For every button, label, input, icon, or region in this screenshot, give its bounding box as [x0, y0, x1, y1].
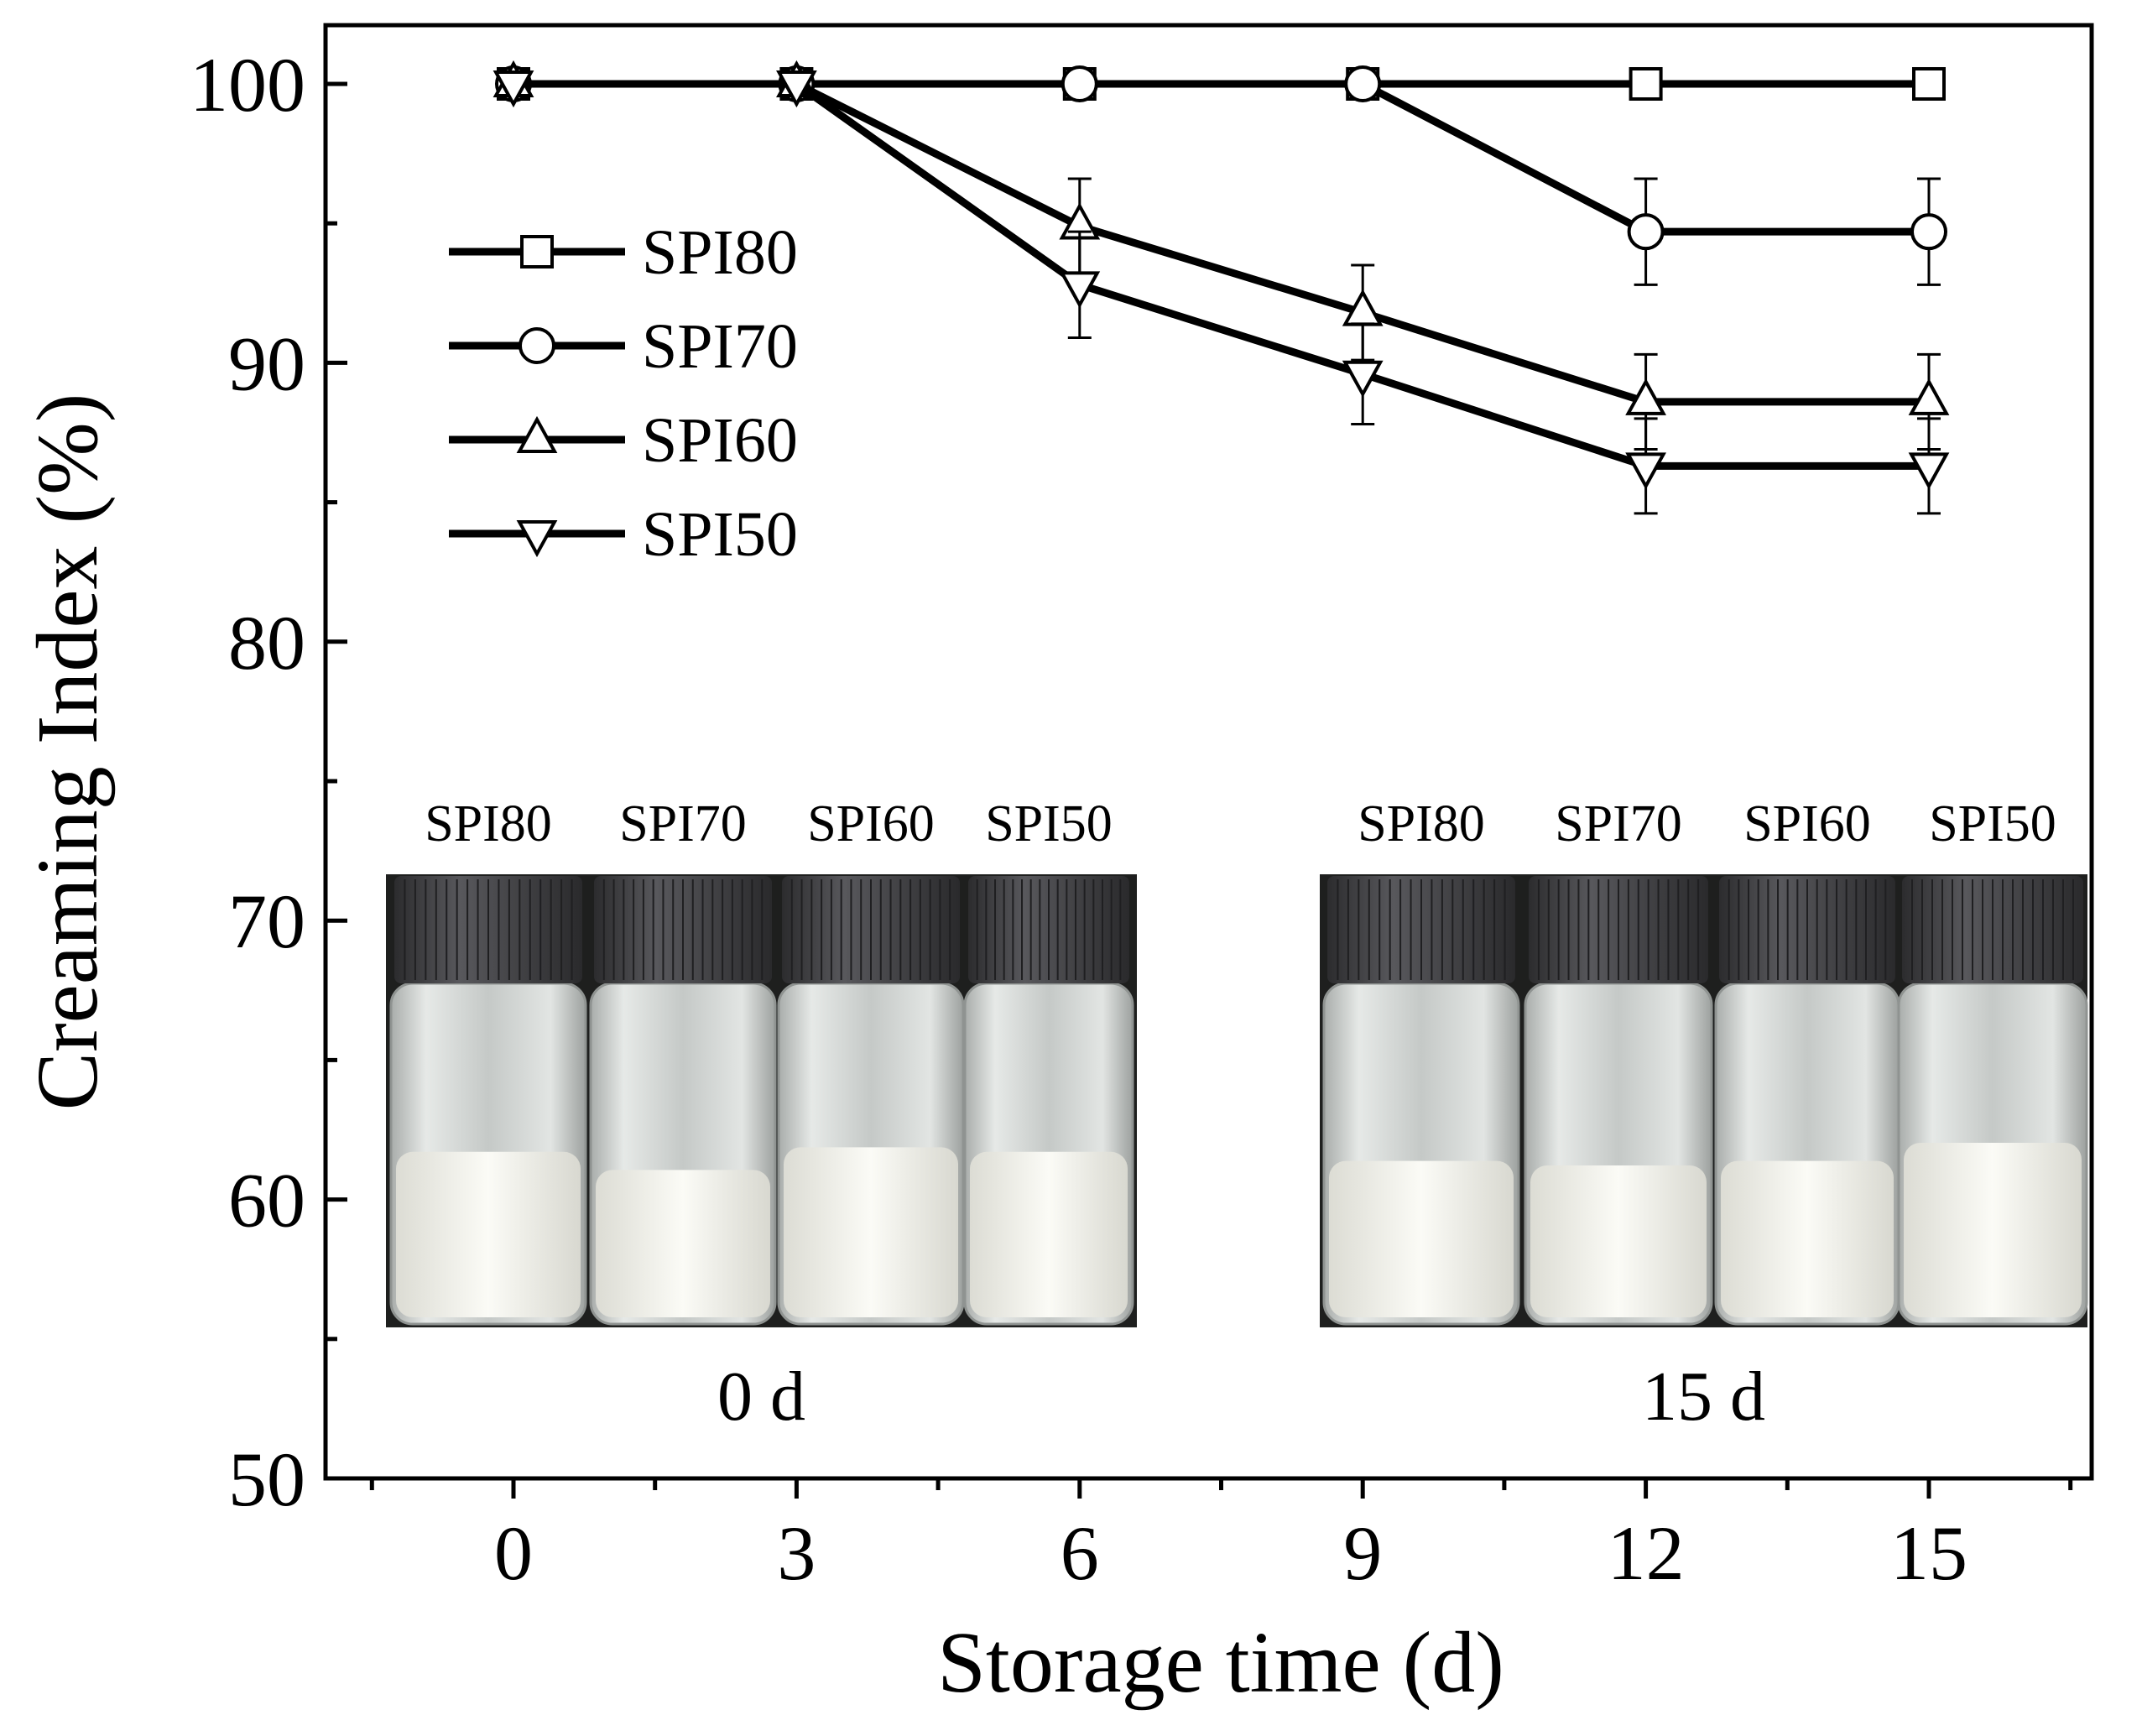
y-tick-label: 50 — [228, 1436, 305, 1522]
y-axis: 50 60 70 80 90 100 — [190, 42, 347, 1522]
legend-label: SPI50 — [642, 499, 798, 570]
x-axis: 0 3 6 9 12 15 — [369, 1478, 2073, 1596]
data-point-spi50 — [1908, 452, 1950, 490]
data-point-spi60 — [1908, 378, 1950, 415]
x-tick-label: 9 — [1343, 1510, 1382, 1596]
vial — [1524, 876, 1713, 1326]
vial-label: SPI60 — [1743, 795, 1871, 852]
emulsion-layer — [1721, 1160, 1894, 1317]
vial-label: SPI70 — [619, 795, 747, 852]
data-point-spi50 — [1625, 452, 1666, 490]
legend-marker — [520, 235, 554, 268]
legend-label: SPI70 — [642, 311, 798, 382]
data-point-spi80 — [1912, 67, 1946, 101]
photo-inset-15d: SPI80 SPI70 SPI60 SPI50 15 d — [1320, 795, 2088, 1436]
vial — [1897, 876, 2088, 1326]
legend-label: SPI60 — [642, 405, 798, 476]
x-tick-label: 3 — [777, 1510, 816, 1596]
legend-label: SPI80 — [642, 217, 798, 288]
y-tick-label: 60 — [228, 1158, 305, 1243]
emulsion-layer — [1530, 1165, 1707, 1317]
legend-marker — [519, 327, 555, 364]
inset-caption: 0 d — [717, 1358, 805, 1436]
x-tick-label: 6 — [1061, 1510, 1099, 1596]
y-tick-label: 70 — [228, 878, 305, 964]
data-point-spi50 — [776, 70, 817, 108]
series-line-spi50 — [513, 80, 1929, 470]
vial-label: SPI70 — [1555, 795, 1682, 852]
legend-item-spi60: SPI60 — [449, 405, 798, 476]
data-point-spi50 — [1059, 271, 1101, 309]
legend-item-spi80: SPI80 — [449, 217, 798, 288]
x-tick-label: 15 — [1890, 1510, 1967, 1596]
series-spi50 — [493, 70, 1950, 515]
series-line-spi70 — [513, 80, 1929, 236]
data-point-spi60 — [1625, 378, 1666, 415]
legend: SPI80 SPI70 SPI60 SPI50 — [449, 217, 798, 570]
vial — [589, 876, 777, 1326]
data-series — [493, 60, 1950, 515]
inset-caption: 15 d — [1642, 1358, 1765, 1436]
legend-marker — [516, 415, 558, 453]
data-point-spi70 — [1061, 65, 1098, 102]
vial-label: SPI80 — [1358, 795, 1485, 852]
plot-frame — [323, 23, 2094, 1481]
x-tick-label: 0 — [494, 1510, 533, 1596]
x-axis-title: Storage time (d) — [937, 1614, 1504, 1711]
vial-label: SPI50 — [985, 795, 1113, 852]
emulsion-layer — [1904, 1143, 2082, 1317]
legend-item-spi70: SPI70 — [449, 311, 798, 382]
vial — [1322, 876, 1520, 1326]
vial — [777, 876, 965, 1326]
emulsion-layer — [1329, 1160, 1514, 1317]
data-point-spi50 — [1342, 360, 1384, 398]
data-point-spi80 — [1629, 67, 1663, 101]
x-tick-label: 12 — [1608, 1510, 1685, 1596]
y-tick-label: 90 — [228, 321, 305, 406]
emulsion-layer — [970, 1151, 1128, 1317]
vial — [1714, 876, 1900, 1326]
emulsion-layer — [396, 1151, 581, 1317]
legend-marker — [516, 520, 558, 558]
data-point-spi70 — [1910, 213, 1947, 251]
legend-item-spi50: SPI50 — [449, 499, 798, 570]
vial — [963, 876, 1134, 1326]
data-point-spi50 — [493, 70, 534, 108]
data-point-spi70 — [1344, 65, 1382, 102]
photo-inset-0d: SPI80 SPI70 SPI60 SPI50 0 d — [386, 795, 1137, 1436]
emulsion-layer — [784, 1147, 958, 1317]
y-axis-title: Creaming Index (%) — [19, 394, 116, 1111]
y-tick-label: 80 — [228, 600, 305, 686]
vial-label: SPI50 — [1929, 795, 2056, 852]
vial-label: SPI80 — [425, 795, 552, 852]
vial-label: SPI60 — [807, 795, 935, 852]
data-point-spi70 — [1627, 213, 1665, 251]
vial — [389, 876, 587, 1326]
emulsion-layer — [596, 1170, 770, 1317]
y-tick-label: 100 — [190, 42, 305, 128]
